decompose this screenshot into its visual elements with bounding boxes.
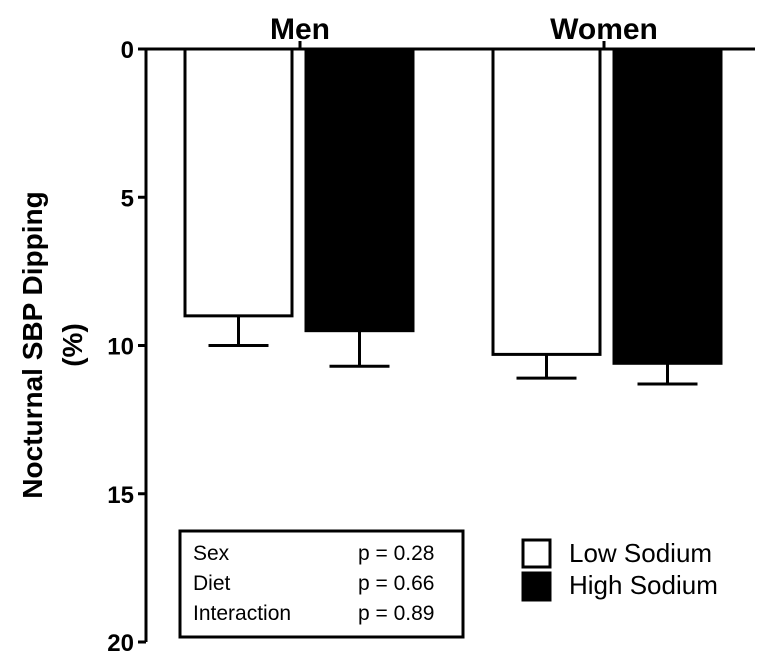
x-category-label-men: Men (270, 13, 330, 46)
y-tick-label-15: 15 (107, 482, 134, 509)
y-tick-label-10: 10 (107, 334, 134, 361)
y-tick-label-5: 5 (121, 185, 134, 212)
x-category-label-women: Women (550, 13, 658, 46)
y-tick-label-0: 0 (121, 37, 134, 64)
stats-box-border (178, 529, 465, 639)
bar-women-high-sodium (612, 47, 723, 365)
stat-value-interaction: p = 0.89 (358, 602, 434, 625)
stat-label-interaction: Interaction (193, 602, 291, 625)
y-axis-label-line-1: Nocturnal SBP Dipping (17, 191, 48, 499)
stat-value-sex: p = 0.28 (358, 542, 434, 565)
legend-label-high-sodium: High Sodium (569, 570, 718, 600)
stat-label-sex: Sex (193, 542, 230, 565)
stat-label-diet: Diet (193, 572, 231, 595)
axes-layer: 0 5 10 15 20 Men Women (107, 13, 755, 657)
legend: Low Sodium High Sodium (521, 538, 718, 602)
y-tick-label-20: 20 (107, 630, 134, 657)
bar-women-low-sodium (491, 47, 602, 356)
stats-box: Sex p = 0.28 Diet p = 0.66 Interaction p… (178, 529, 465, 639)
bar-men-low-sodium (183, 47, 294, 318)
legend-swatch-low-sodium (521, 538, 552, 569)
bars-layer (183, 47, 723, 386)
bar-men-high-sodium (304, 47, 415, 333)
legend-label-low-sodium: Low Sodium (569, 538, 712, 568)
y-axis-label-line-2: (%) (57, 323, 88, 367)
stat-value-diet: p = 0.66 (358, 572, 434, 595)
legend-swatch-high-sodium (521, 571, 552, 602)
